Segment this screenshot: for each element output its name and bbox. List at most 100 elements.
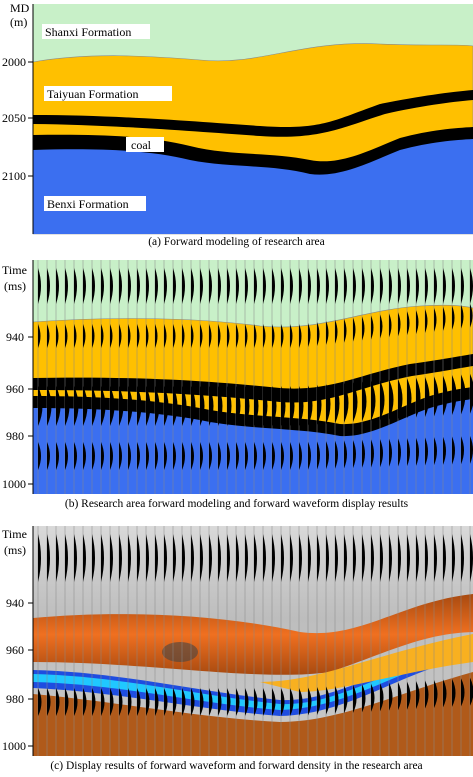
trace-lobe [398,268,401,304]
trace-lobe [218,268,221,304]
trace-lobe [425,680,429,709]
trace-lobe [236,442,239,470]
trace-lobe [416,377,421,418]
trace-lobe [173,688,177,716]
trace-lobe [389,438,392,467]
trace-lobe [119,268,122,304]
trace-lobe [371,315,374,340]
trace-lobe [101,534,104,582]
trace-lobe [263,268,266,304]
trace-lobe [92,442,95,470]
trace-lobe [236,386,241,426]
trace-lobe [461,436,464,465]
trace-lobe [389,379,394,420]
trace-lobe [425,377,430,417]
panel-b-ylabel-line2: (ms) [4,279,26,293]
trace-lobe [263,688,267,716]
trace-lobe [146,442,149,470]
panel-a-tick-label: 2050 [2,111,26,125]
trace-lobe [83,442,86,470]
panel-a-model-area: Shanxi Formation Taiyuan Formation coal … [32,4,473,235]
trace-lobe [155,688,159,716]
trace-lobe [74,324,77,348]
trace-lobe [398,378,403,419]
trace-lobe [470,677,473,706]
trace-lobe [344,534,347,582]
trace-lobe [101,268,104,304]
trace-lobe [245,688,249,716]
trace-lobe [245,386,250,426]
trace-lobe [128,386,133,426]
trace-lobe [245,268,248,304]
trace-lobe [263,534,266,582]
panel-c-tick-label: 960 [6,643,24,657]
trace-lobe [254,386,259,426]
panel-c-tick-label: 940 [6,596,24,610]
trace-lobe [470,534,473,582]
trace-lobe [92,386,97,426]
trace-lobe [38,324,41,348]
trace-lobe [218,386,223,426]
trace-lobe [371,683,375,712]
panel-b-forward-waveform: Time (ms) 940 960 980 1000 (b) Research … [0,256,473,518]
trace-lobe [407,378,412,419]
trace-lobe [65,324,68,348]
trace-lobe [191,442,194,470]
trace-lobe [434,437,437,466]
trace-lobe [389,268,392,304]
trace-lobe [218,324,221,348]
trace-lobe [398,312,401,337]
trace-lobe [434,534,437,582]
trace-lobe [227,324,230,348]
trace-lobe [362,268,365,304]
trace-lobe [83,268,86,304]
trace-lobe [299,534,302,582]
trace-lobe [164,688,168,716]
shanxi-formation-label: Shanxi Formation [45,25,131,39]
trace-lobe [191,688,195,716]
panel-b-upper-coal [33,354,473,403]
trace-lobe [389,682,393,711]
trace-lobe [344,382,349,423]
trace-lobe [290,442,293,470]
trace-lobe [308,323,311,348]
trace-lobe [362,684,366,713]
trace-lobe [326,268,329,304]
trace-lobe [470,268,473,304]
trace-lobe [65,386,70,426]
trace-lobe [389,313,392,338]
panel-a-caption: (a) Forward modeling of research area [148,236,325,248]
trace-lobe [299,442,302,470]
panel-a-tick-label: 2100 [2,169,26,183]
panel-c-yellow-band [260,634,473,692]
trace-lobe [434,268,437,304]
trace-lobe [56,324,59,348]
trace-lobe [353,268,356,304]
panel-b-figure: Time (ms) 940 960 980 1000 [2,260,473,494]
trace-lobe [407,268,410,304]
trace-lobe [119,442,122,470]
trace-lobe [416,310,419,335]
trace-lobe [452,375,457,416]
panel-a-forward-model: MD (m) Shanxi Formation Taiyuan Formatio… [0,0,473,252]
trace-lobe [452,436,455,465]
trace-lobe [299,688,303,716]
trace-lobe [74,688,78,716]
trace-lobe [218,534,221,582]
trace-lobe [146,534,149,582]
trace-lobe [128,688,132,716]
trace-lobe [362,316,365,341]
panel-b-caption: (b) Research area forward modeling and f… [64,498,409,510]
trace-lobe [371,380,376,421]
trace-lobe [299,268,302,304]
trace-lobe [344,318,347,343]
trace-lobe [326,534,329,582]
trace-lobe [344,685,348,714]
panel-b-ylabel-line1: Time [2,263,27,277]
trace-lobe [362,439,365,468]
trace-lobe [146,688,150,716]
trace-lobe [110,442,113,470]
trace-lobe [407,681,411,710]
trace-lobe [263,386,268,426]
trace-lobe [173,534,176,582]
